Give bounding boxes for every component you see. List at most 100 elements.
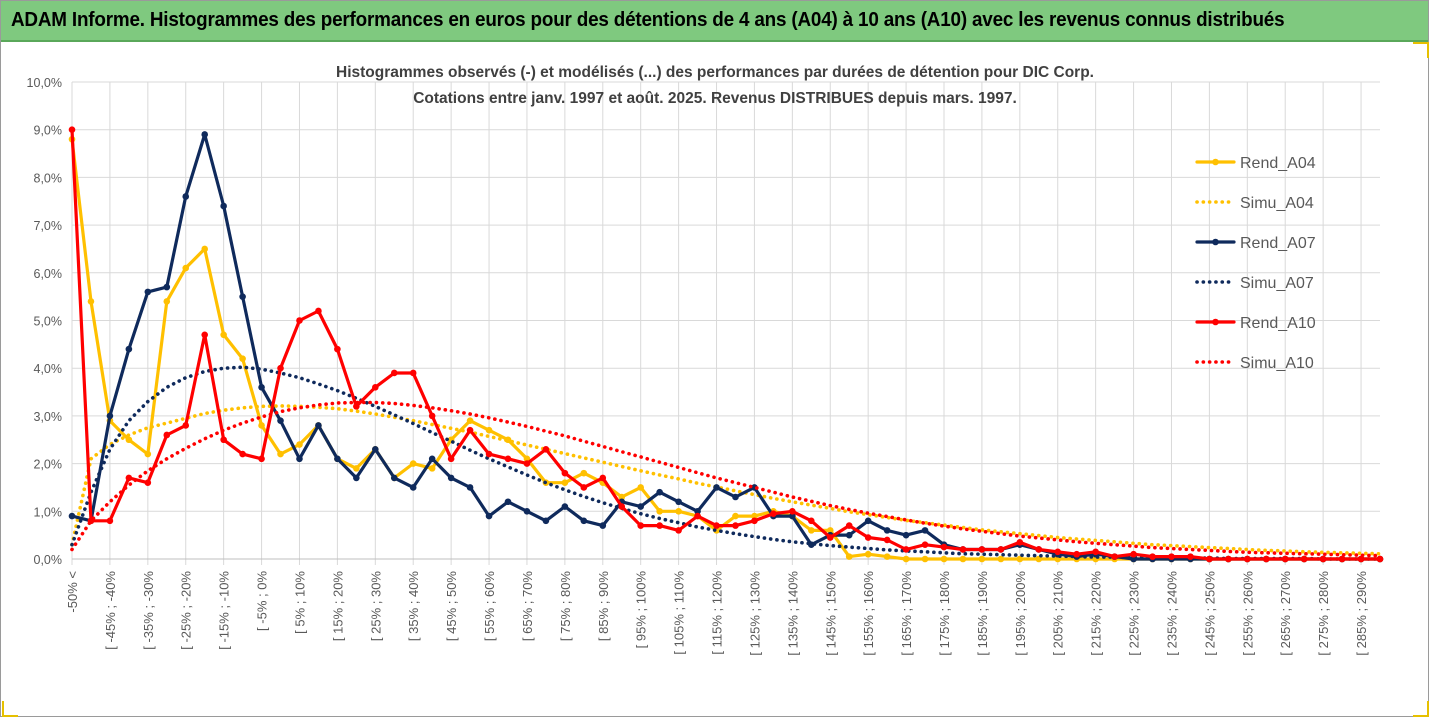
data-point-rend-a07 (220, 202, 227, 210)
data-point-rend-a04 (220, 331, 227, 339)
data-point-rend-a10 (220, 436, 227, 444)
data-point-rend-a10 (789, 508, 796, 515)
legend-marker (1212, 238, 1219, 246)
data-point-rend-a07 (258, 383, 265, 391)
x-tick-label: [ -35% ; -30% (141, 571, 156, 650)
chart-legend: Rend_A04 Simu_A04 Rend_A07 Simu_A07 Rend_A10… (1195, 155, 1316, 372)
data-point-rend-a04 (618, 493, 626, 501)
data-point-rend-a10 (409, 369, 417, 377)
data-point-rend-a10 (1187, 553, 1194, 560)
data-point-rend-a04 (921, 555, 929, 563)
data-point-rend-a10 (1225, 555, 1232, 563)
data-point-rend-a10 (940, 543, 948, 551)
y-tick-label: 3,0% (34, 410, 63, 424)
data-point-rend-a07 (864, 517, 872, 525)
x-tick-label: [ 235% ; 240% (1164, 571, 1179, 656)
data-point-rend-a07 (466, 484, 474, 491)
data-point-rend-a04 (826, 527, 834, 534)
data-point-rend-a10 (466, 426, 474, 434)
data-point-rend-a10 (1281, 555, 1289, 563)
data-point-rend-a10 (523, 460, 531, 467)
data-point-rend-a04 (201, 245, 208, 253)
data-point-rend-a07 (428, 455, 436, 463)
x-tick-label: [ -5% ; 0% (255, 571, 270, 631)
data-point-rend-a07 (239, 293, 246, 300)
data-point-rend-a04 (997, 555, 1005, 563)
data-point-rend-a04 (182, 264, 190, 272)
data-point-rend-a04 (675, 508, 682, 515)
data-point-rend-a10 (182, 422, 190, 429)
series-line-rend-a07 (70, 132, 1382, 561)
data-point-rend-a04 (845, 553, 853, 560)
data-point-rend-a10 (1376, 555, 1384, 563)
x-tick-label: [ 125% ; 130% (747, 571, 762, 656)
x-tick-label: [ 145% ; 150% (823, 571, 838, 656)
legend-marker (1212, 318, 1219, 326)
data-point-rend-a10 (1244, 555, 1251, 563)
series-line-rend-a10 (70, 128, 1382, 561)
header-bar: ADAM Informe. Histogrammes des performan… (1, 1, 1428, 42)
data-point-rend-a10 (485, 450, 493, 458)
data-point-rend-a04 (808, 527, 815, 534)
resize-handle-bottom-right[interactable] (1413, 701, 1429, 717)
data-point-rend-a04 (940, 555, 948, 563)
data-point-rend-a07 (334, 455, 341, 463)
data-point-rend-a10 (599, 474, 607, 482)
data-point-rend-a07 (713, 484, 720, 491)
data-point-rend-a04 (239, 355, 246, 362)
data-point-rend-a10 (68, 126, 76, 133)
x-tick-label: [ 115% ; 120% (710, 571, 725, 655)
data-point-rend-a10 (1111, 553, 1118, 560)
data-point-rend-a07 (277, 417, 284, 424)
data-point-rend-a10 (656, 522, 663, 529)
data-point-rend-a10 (751, 517, 758, 525)
data-point-rend-a10 (144, 479, 152, 486)
x-tick-label: [ 5% ; 10% (292, 571, 307, 634)
data-point-rend-a10 (1092, 548, 1099, 556)
data-point-rend-a04 (732, 512, 739, 520)
x-tick-label: [ 215% ; 220% (1089, 571, 1104, 656)
x-tick-label: [ 185% ; 190% (975, 571, 990, 656)
data-point-rend-a07 (542, 517, 550, 525)
x-tick-label: [ 35% ; 40% (406, 571, 421, 642)
data-point-rend-a07 (789, 512, 796, 520)
data-point-rend-a04 (751, 512, 758, 520)
data-point-rend-a10 (1168, 553, 1175, 560)
x-tick-label: [ 15% ; 20% (330, 571, 345, 642)
series-line-rend-a04 (70, 137, 1382, 561)
resize-handle-top-right[interactable] (1413, 42, 1429, 58)
data-point-rend-a07 (637, 503, 644, 510)
data-point-rend-a04 (902, 555, 910, 563)
x-tick-label: [ 195% ; 200% (1013, 571, 1028, 656)
y-tick-label: 9,0% (34, 124, 63, 138)
data-point-rend-a04 (978, 555, 986, 563)
data-point-rend-a10 (1300, 555, 1308, 563)
x-tick-label: [ 85% ; 90% (596, 571, 611, 642)
data-point-rend-a10 (921, 541, 929, 548)
data-point-rend-a04 (959, 555, 967, 563)
x-tick-label: [ 135% ; 140% (785, 571, 800, 656)
data-point-rend-a10 (258, 455, 265, 463)
data-point-rend-a10 (296, 317, 303, 324)
legend-label: Simu_A07 (1240, 275, 1314, 292)
data-point-rend-a07 (201, 131, 208, 138)
x-tick-label: [ 155% ; 160% (861, 571, 876, 656)
data-point-rend-a04 (1016, 555, 1024, 563)
data-point-rend-a10 (694, 512, 701, 520)
data-point-rend-a04 (409, 460, 417, 467)
data-point-rend-a10 (1206, 555, 1213, 563)
data-point-rend-a07 (694, 508, 701, 515)
data-point-rend-a10 (1073, 550, 1080, 558)
data-point-rend-a07 (68, 512, 76, 520)
resize-handle-bottom-left[interactable] (2, 701, 18, 717)
data-point-rend-a07 (561, 503, 569, 510)
performance-histogram-chart: 0,0% 1,0% 2,0% 3,0% 4,0% 5,0% 6,0% 7,0% 8,0% 9,0%… (27, 64, 1384, 656)
data-point-rend-a10 (1357, 555, 1365, 563)
data-point-rend-a04 (485, 426, 493, 434)
data-point-rend-a04 (466, 417, 474, 424)
data-point-rend-a10 (1149, 553, 1156, 560)
data-point-rend-a07 (523, 508, 531, 515)
y-tick-label: 1,0% (34, 505, 63, 519)
data-point-rend-a04 (656, 508, 663, 515)
